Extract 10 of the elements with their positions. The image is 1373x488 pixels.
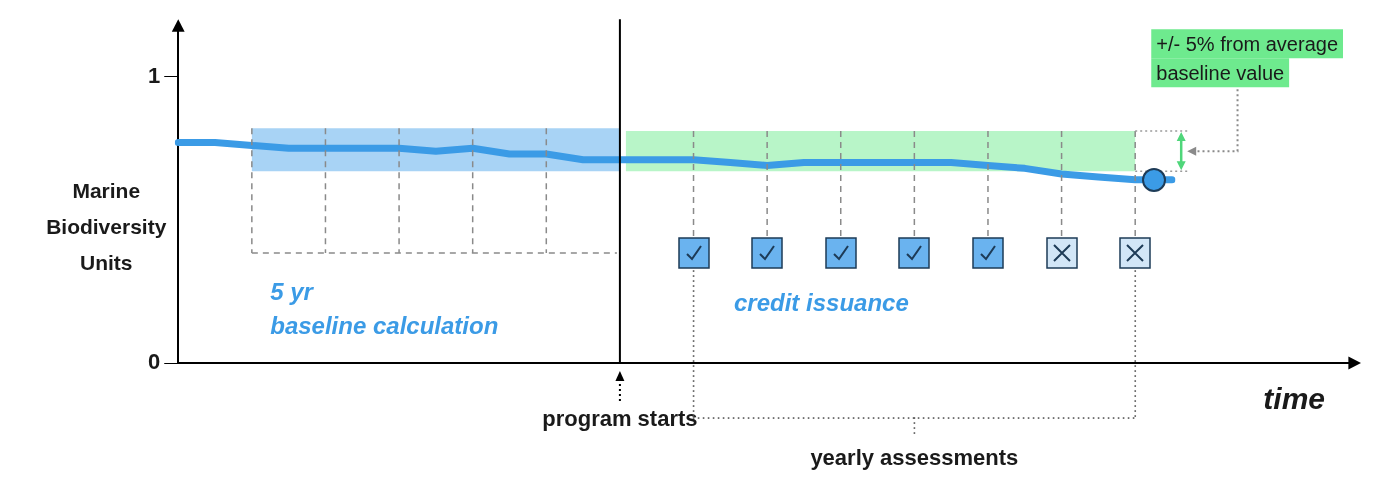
- y-tick-label: 0: [147, 349, 161, 375]
- annotation: credit issuance: [734, 289, 909, 317]
- text: yearly assessments: [810, 445, 1019, 470]
- annotation: 5 yr: [270, 278, 315, 306]
- annotation: baseline calculation: [270, 312, 499, 340]
- annotation: +/- 5% from average baseline value: [1156, 33, 1338, 85]
- x-tick-label: program starts: [542, 406, 698, 432]
- y-tick-label: 1: [147, 62, 161, 88]
- y-axis-title: Marine Biodiversity Units: [46, 179, 167, 275]
- x-axis-title: time: [1263, 382, 1325, 415]
